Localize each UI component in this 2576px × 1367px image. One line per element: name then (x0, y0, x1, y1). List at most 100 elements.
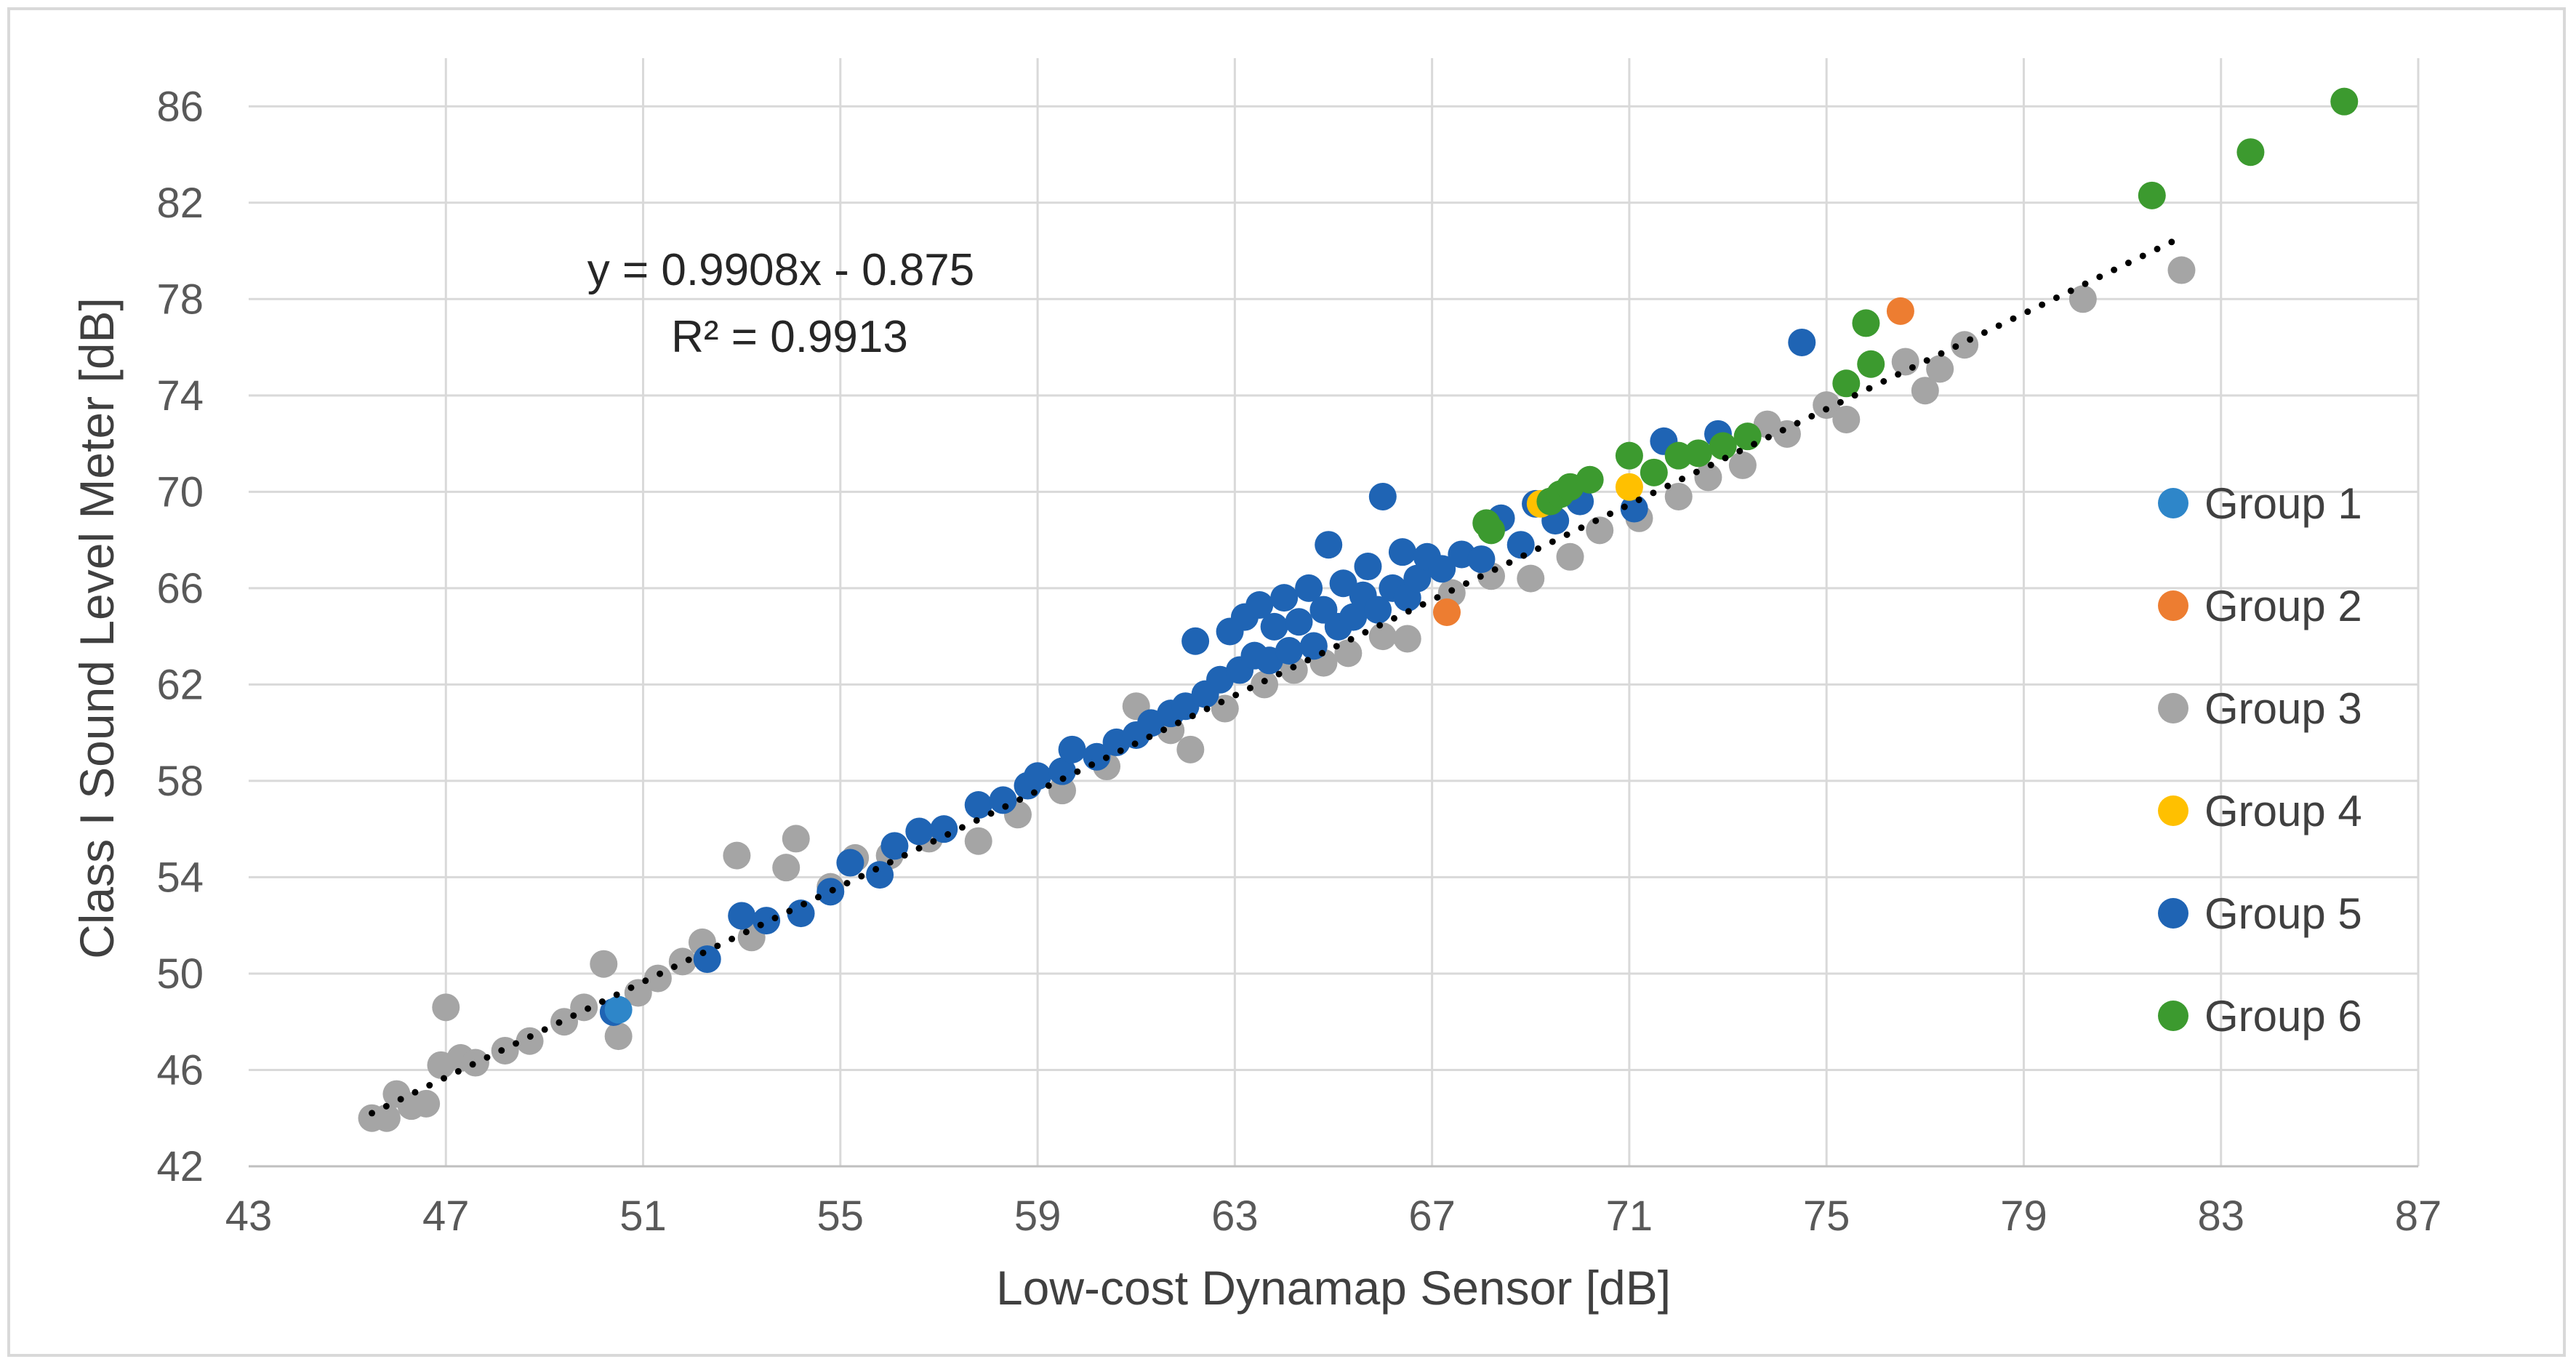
data-point (643, 964, 672, 993)
data-point (1926, 355, 1954, 383)
legend-marker (2158, 590, 2188, 621)
data-point (1733, 422, 1762, 451)
legend-label: Group 4 (2204, 787, 2362, 835)
y-tick-label: 86 (156, 83, 204, 130)
data-point (1517, 564, 1545, 593)
data-point (1211, 694, 1239, 723)
legend-label: Group 6 (2204, 992, 2362, 1041)
data-point (1684, 439, 1712, 468)
trendline-r-squared: R² = 0.9913 (671, 312, 908, 362)
y-tick-label: 66 (156, 565, 204, 612)
data-point (1181, 627, 1210, 655)
x-tick-label: 55 (817, 1192, 864, 1240)
series-group-5 (599, 328, 1816, 1026)
data-point (693, 945, 721, 974)
data-point (1694, 463, 1722, 492)
trendline-layer (369, 233, 2185, 1117)
data-point (1368, 482, 1397, 510)
chart-frame: 43 47 51 55 59 63 67 71 75 79 83 87 42 46 50 54 58 62 66 7… (7, 7, 2566, 1357)
data-point (1354, 553, 1382, 581)
data-point (1368, 622, 1397, 651)
data-point (1024, 762, 1052, 790)
data-point (1403, 564, 1432, 593)
data-point (989, 786, 1017, 814)
y-tick-label: 46 (156, 1046, 204, 1094)
data-point (1640, 458, 1668, 486)
data-point (590, 950, 618, 978)
y-tick-label: 54 (156, 854, 204, 901)
data-point (1857, 350, 1885, 378)
legend-label: Group 5 (2204, 889, 2362, 938)
data-point (1788, 328, 1816, 356)
data-point (1664, 482, 1693, 510)
data-point (2069, 285, 2097, 313)
data-point (964, 791, 992, 819)
data-point (412, 1089, 441, 1118)
x-tick-label: 51 (619, 1192, 667, 1240)
data-point (836, 849, 864, 877)
data-point (1364, 596, 1392, 624)
x-tick-label: 43 (225, 1192, 273, 1240)
data-point (1334, 639, 1363, 668)
data-point (2330, 87, 2359, 116)
data-point (1813, 391, 1841, 420)
data-point (1556, 542, 1584, 571)
x-tick-label: 83 (2197, 1192, 2244, 1240)
data-point (2236, 138, 2265, 167)
data-point (1260, 612, 1288, 641)
legend-item: Group 6 (2158, 992, 2362, 1041)
scatter-chart: 43 47 51 55 59 63 67 71 75 79 83 87 42 46 50 54 58 62 66 7… (70, 58, 2442, 1315)
y-axis-title: Class I Sound Level Meter [dB] (70, 297, 124, 959)
y-tick-label: 58 (156, 758, 204, 805)
legend-item: Group 5 (2158, 889, 2362, 938)
x-tick-label: 47 (422, 1192, 470, 1240)
data-point (880, 832, 909, 860)
data-point (1428, 555, 1456, 583)
series-group-1 (604, 995, 633, 1024)
data-point (1393, 625, 1421, 653)
x-tick-label: 79 (2000, 1192, 2047, 1240)
data-point (1285, 608, 1313, 636)
legend-marker (2158, 1001, 2188, 1031)
data-point (1388, 538, 1416, 566)
data-point (1586, 516, 1614, 545)
legend-item: Group 2 (2158, 582, 2362, 630)
legend-marker (2158, 898, 2188, 929)
legend-marker (2158, 693, 2188, 723)
trendline (369, 233, 2185, 1117)
data-point (1506, 531, 1535, 559)
data-point (1886, 297, 1914, 325)
data-point (1728, 451, 1757, 479)
data-point (1832, 369, 1861, 398)
y-tick-label: 42 (156, 1143, 204, 1190)
data-point (2167, 256, 2196, 284)
y-tick-labels: 42 46 50 54 58 62 66 70 74 78 82 86 (156, 83, 204, 1190)
y-tick-label: 78 (156, 276, 204, 323)
data-point (1270, 584, 1299, 612)
data-point (1773, 420, 1801, 448)
legend: Group 1 Group 2 Group 3 Group 4 Group 5 Group… (2158, 479, 2362, 1041)
data-point (1048, 757, 1076, 785)
data-point (1576, 465, 1604, 494)
data-point (1315, 531, 1343, 559)
data-point (515, 1027, 544, 1055)
legend-label: Group 2 (2204, 582, 2362, 630)
x-tick-label: 71 (1606, 1192, 1653, 1240)
data-point (1339, 603, 1368, 631)
y-tick-label: 70 (156, 468, 204, 516)
legend-item: Group 4 (2158, 787, 2362, 835)
data-point (1251, 670, 1279, 699)
data-point (1852, 309, 1880, 337)
data-point (772, 854, 801, 882)
y-tick-label: 74 (156, 372, 204, 420)
data-point (1891, 348, 1919, 376)
data-point (1911, 377, 1939, 405)
x-tick-label: 75 (1803, 1192, 1850, 1240)
data-point (432, 993, 460, 1022)
y-tick-label: 62 (156, 661, 204, 708)
x-tick-label: 87 (2395, 1192, 2442, 1240)
series-group-3 (358, 256, 2196, 1132)
data-point (1176, 735, 1205, 763)
legend-marker (2158, 488, 2188, 518)
data-point (2138, 181, 2166, 209)
